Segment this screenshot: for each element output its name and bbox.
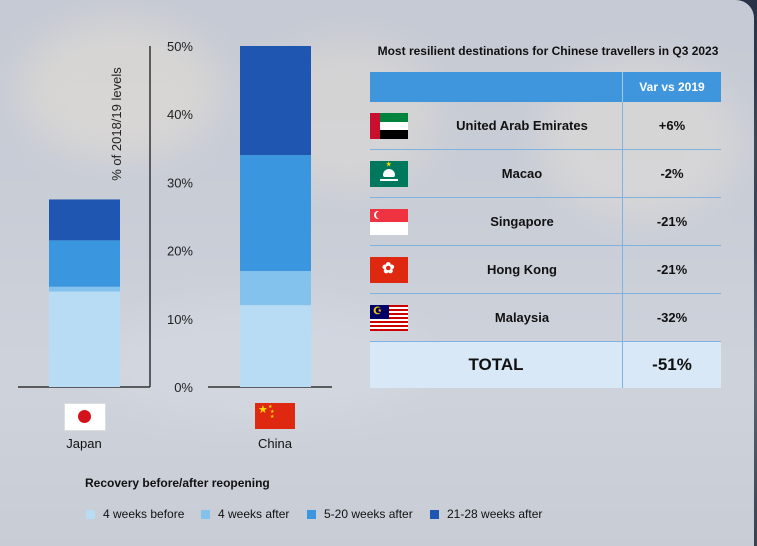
row-value: -21%: [622, 245, 721, 294]
row-value: -32%: [622, 293, 721, 342]
bar-group: [49, 46, 311, 387]
bar-segment-japan-3: [49, 199, 120, 241]
legend-item-21-28-weeks-after: 21-28 weeks after: [430, 507, 542, 521]
macao-flag-icon: ★: [370, 160, 408, 187]
legend-item-4-weeks-before: 4 weeks before: [86, 507, 184, 521]
legend-title: Recovery before/after reopening: [85, 476, 270, 490]
hong-kong-flag-icon: ✿: [370, 256, 408, 283]
y-tick-label: 30%: [167, 175, 193, 190]
legend-swatch: [307, 509, 316, 519]
legend-label: 4 weeks after: [218, 507, 290, 521]
bar-segment-japan-0: [49, 291, 120, 387]
row-name: Hong Kong: [422, 245, 623, 294]
header-var-vs-2019: Var vs 2019: [622, 72, 721, 102]
table-row: ★ Macao -2%: [370, 149, 721, 198]
category-label-china: China: [258, 436, 292, 451]
row-name: United Arab Emirates: [422, 102, 623, 150]
y-axis-ticks: 0% 10% 20% 30% 40% 50%: [167, 39, 193, 395]
y-tick-label: 10%: [167, 312, 193, 327]
china-flag-icon: ★ ★ ★ ★: [255, 403, 295, 429]
uae-flag-icon: [370, 112, 408, 139]
table-title: Most resilient destinations for Chinese …: [377, 44, 719, 58]
stacked-bar-chart: 0% 10% 20% 30% 40% 50% % of 2018/19 levels: [18, 39, 332, 395]
legend-label: 21-28 weeks after: [447, 507, 543, 521]
y-tick-label: 40%: [167, 107, 193, 122]
table-header-row: Var vs 2019: [370, 72, 721, 102]
total-value: -51%: [622, 341, 721, 388]
row-value: -21%: [622, 197, 721, 246]
japan-flag-icon: [64, 403, 106, 431]
bar-segment-china-3: [240, 46, 311, 156]
table-row: ✿ Hong Kong -21%: [370, 245, 721, 294]
row-name: Malaysia: [422, 293, 623, 342]
legend-swatch: [201, 509, 210, 519]
row-name: Singapore: [422, 197, 623, 246]
row-value: +6%: [622, 102, 721, 150]
legend-item-4-weeks-after: 4 weeks after: [201, 507, 289, 521]
y-axis-label: % of 2018/19 levels: [109, 67, 124, 181]
singapore-flag-icon: [370, 208, 408, 235]
legend-label: 4 weeks before: [103, 507, 185, 521]
bar-segment-japan-2: [49, 240, 120, 287]
legend-swatch: [86, 509, 95, 519]
table-total-row: TOTAL -51%: [370, 341, 721, 388]
bar-segment-japan-1: [49, 286, 120, 292]
legend-item-5-20-weeks-after: 5-20 weeks after: [307, 507, 413, 521]
table-row: United Arab Emirates +6%: [370, 102, 721, 150]
destinations-table: Var vs 2019 United Arab Emirates +6%: [370, 72, 721, 388]
total-label: TOTAL: [370, 341, 623, 388]
y-tick-label: 0%: [174, 380, 193, 395]
y-tick-label: 20%: [167, 244, 193, 259]
y-tick-label: 50%: [167, 39, 193, 54]
row-value: -2%: [622, 149, 721, 198]
row-name: Macao: [422, 149, 623, 198]
category-label-japan: Japan: [66, 436, 102, 451]
table-row: ☪ Malaysia -32%: [370, 293, 721, 342]
legend-label: 5-20 weeks after: [324, 507, 413, 521]
bar-segment-china-0: [240, 305, 311, 387]
legend-swatch: [430, 509, 439, 519]
table-row: Singapore -21%: [370, 197, 721, 246]
bar-segment-china-1: [240, 271, 311, 306]
bar-segment-china-2: [240, 155, 311, 272]
malaysia-flag-icon: ☪: [370, 304, 408, 331]
